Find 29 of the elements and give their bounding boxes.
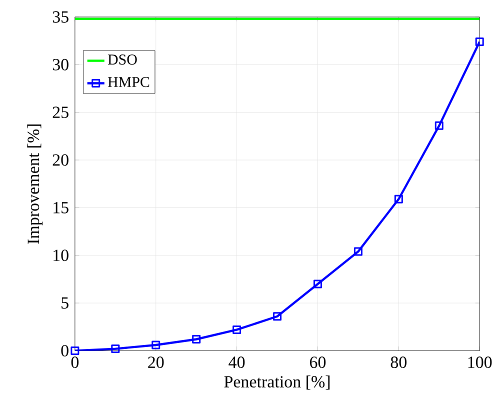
legend-label: HMPC <box>108 77 150 88</box>
point <box>192 335 201 344</box>
x-axis-title: Penetration [%] <box>224 376 330 390</box>
point <box>313 280 322 288</box>
point <box>232 326 242 334</box>
x-tick-label: 0 <box>71 356 79 368</box>
x-tick-label: 20 <box>148 356 164 368</box>
y-tick-label: 35 <box>52 11 68 23</box>
x-tick-label: 40 <box>228 356 245 368</box>
point <box>70 346 80 356</box>
legend-label: DSO <box>108 54 137 65</box>
point <box>152 340 160 350</box>
x-tick-label: 60 <box>310 356 326 368</box>
y-tick-label: 30 <box>52 59 68 71</box>
y-tick-label: 20 <box>52 154 68 166</box>
y-tick-label: 5 <box>62 298 68 309</box>
y-tick-label: 25 <box>52 106 68 118</box>
point <box>394 195 403 204</box>
y-axis-title: Improvement [%] <box>27 124 43 244</box>
point <box>434 122 444 130</box>
point <box>475 38 484 46</box>
x-tick-label: 100 <box>468 356 492 368</box>
y-tick-label: 15 <box>54 202 68 214</box>
y-tick-label: 0 <box>61 345 68 357</box>
y-tick-label: 10 <box>54 250 68 262</box>
point <box>111 344 120 354</box>
point <box>354 247 362 256</box>
x-tick-label: 80 <box>390 356 407 368</box>
point <box>273 312 282 321</box>
